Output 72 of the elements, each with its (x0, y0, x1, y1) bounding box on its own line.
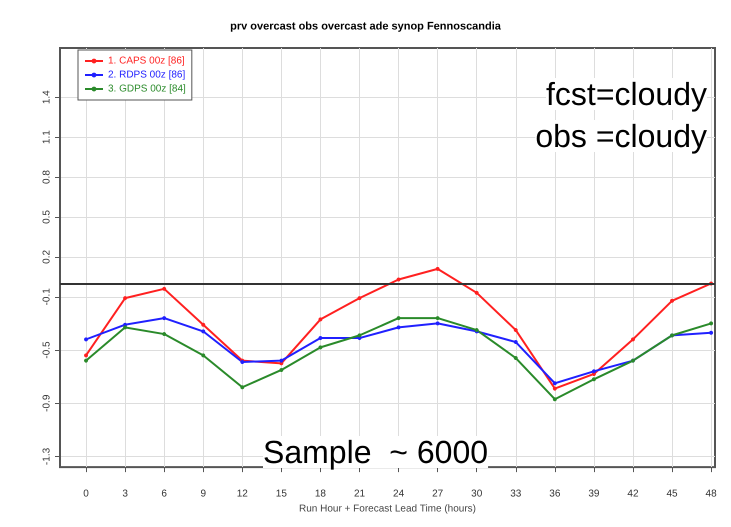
point (123, 296, 128, 300)
point (592, 369, 596, 374)
x-tick-label: 0 (83, 488, 90, 500)
point (514, 356, 518, 360)
x-tick-label: 30 (471, 488, 483, 500)
point (279, 368, 284, 372)
point (709, 321, 714, 326)
point (396, 316, 401, 320)
y-tick-label: 0.8 (42, 170, 52, 184)
x-tick-label: 9 (200, 488, 206, 500)
annotation: Sample ~ 6000 (263, 434, 488, 470)
point (318, 345, 322, 350)
point (396, 278, 401, 282)
point (123, 325, 128, 330)
point (436, 266, 440, 271)
point (358, 296, 362, 300)
y-tick-label: 0.5 (42, 210, 52, 224)
point (358, 333, 362, 338)
point (318, 336, 322, 340)
legend-label: 2. RDPS 00z [86] (108, 70, 186, 80)
point (552, 386, 557, 391)
y-tick-label: -0.5 (42, 340, 52, 359)
point (279, 358, 284, 363)
x-tick-label: 21 (354, 488, 366, 500)
y-tick-label: -1.3 (42, 447, 52, 466)
x-tick-label: 33 (510, 488, 522, 500)
point (240, 385, 244, 390)
point (436, 316, 440, 320)
point (670, 298, 674, 303)
x-tick-label: 48 (706, 488, 718, 500)
point (201, 329, 206, 334)
y-tick-label: 1.4 (42, 90, 52, 104)
x-tick-label: 12 (236, 488, 248, 500)
x-tick-label: 15 (276, 488, 288, 500)
point (84, 353, 88, 358)
point (474, 290, 479, 295)
x-tick-label: 24 (393, 488, 405, 500)
point (396, 325, 401, 330)
point (630, 337, 635, 342)
point (318, 317, 322, 322)
point (592, 377, 596, 382)
annotation: obs =cloudy (535, 118, 707, 154)
x-tick-label: 18 (314, 488, 326, 500)
x-tick-label: 42 (627, 488, 639, 500)
point (84, 358, 88, 363)
point (514, 340, 518, 344)
point (709, 330, 714, 335)
point (162, 332, 166, 336)
y-tick-label: 0.2 (42, 250, 52, 264)
point (201, 353, 206, 358)
x-axis-title: Run Hour + Forecast Lead Time (hours) (298, 504, 476, 514)
point (84, 337, 88, 342)
point (162, 286, 166, 291)
annotation: fcst=cloudy (546, 76, 707, 112)
x-tick-label: 36 (549, 488, 561, 500)
x-tick-label: 45 (666, 488, 678, 500)
y-tick-label: -0.1 (42, 288, 52, 306)
point (162, 316, 166, 320)
legend-label: 3. GDPS 00z [84] (108, 84, 186, 94)
x-tick-label: 3 (122, 488, 128, 500)
x-tick-label: 27 (432, 488, 444, 500)
point (552, 381, 557, 386)
point (436, 321, 440, 326)
point (514, 328, 518, 332)
legend-label: 1. CAPS 00z [86] (108, 56, 185, 66)
y-tick-label: -0.9 (42, 394, 52, 412)
point (552, 397, 557, 402)
y-tick-label: 1.1 (42, 130, 52, 144)
point (201, 322, 206, 327)
x-tick-label: 39 (588, 488, 600, 500)
x-tick-label: 6 (161, 488, 168, 500)
chart-title: prv overcast obs overcast ade synop Fennoscandia (230, 20, 502, 32)
